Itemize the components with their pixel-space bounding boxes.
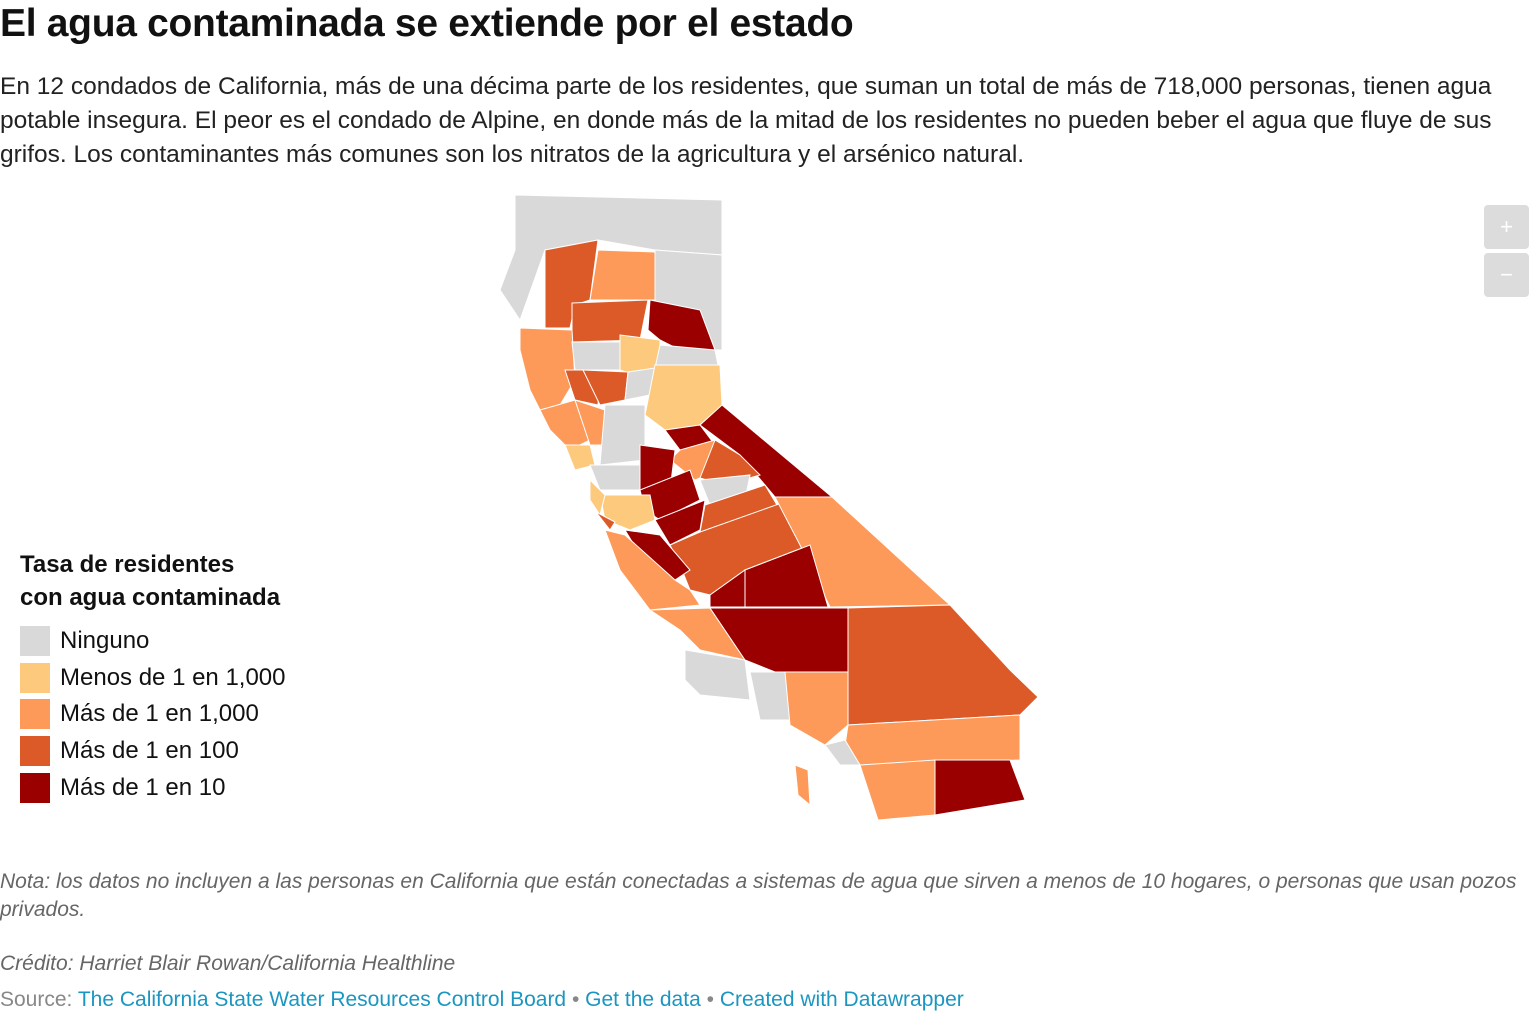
county: [604, 529, 701, 611]
data-link[interactable]: Get the data: [585, 988, 701, 1011]
county: [648, 607, 747, 661]
county: [847, 604, 1039, 726]
legend-title: Tasa de residentes con agua contaminada: [20, 548, 280, 614]
legend-item: Menos de 1 en 1,000: [20, 662, 286, 693]
legend-title-line: Tasa de residentes: [20, 551, 235, 578]
county: [784, 671, 849, 746]
source-line: Source: The California State Water Resou…: [0, 988, 964, 1012]
legend-swatch: [20, 626, 50, 656]
legend-item: Más de 1 en 1,000: [20, 699, 259, 730]
legend-label: Más de 1 en 100: [60, 737, 239, 765]
legend-swatch: [20, 772, 50, 803]
legend-label: Ninguno: [60, 627, 150, 654]
credit: Crédito: Harriet Blair Rowan/California …: [0, 952, 456, 975]
title: El agua contaminada se extiende por el e…: [0, 2, 854, 45]
legend-item: Ninguno: [20, 626, 149, 656]
county: [589, 464, 641, 491]
legend-item: Más de 1 en 10: [20, 772, 226, 803]
county: [595, 511, 616, 531]
legend-label: Menos de 1 en 1,000: [60, 663, 286, 691]
county: [519, 327, 576, 411]
county: [709, 569, 746, 608]
source-link[interactable]: The California State Water Resources Con…: [77, 988, 567, 1011]
note: Nota: los datos no incluyen a las person…: [0, 870, 1517, 921]
county: [859, 759, 936, 821]
county: [934, 759, 1026, 816]
county: [794, 764, 811, 807]
separator: •: [571, 988, 580, 1011]
legend-label: Más de 1 en 10: [60, 773, 226, 801]
county: [589, 249, 656, 301]
zoom-in-button[interactable]: +: [1484, 205, 1529, 249]
legend-swatch: [20, 662, 50, 693]
zoom-out-button[interactable]: −: [1484, 253, 1529, 297]
county: [571, 299, 649, 343]
legend-title-line: con agua contaminada: [20, 584, 281, 611]
source-label: Source:: [0, 988, 73, 1011]
description: En 12 condados de California, más de una…: [0, 73, 1492, 168]
county: [684, 649, 751, 701]
legend-label: Más de 1 en 1,000: [60, 700, 259, 728]
map: [499, 194, 1039, 821]
county: [571, 341, 621, 371]
legend-swatch: [20, 699, 50, 730]
county: [599, 404, 646, 466]
legend-swatch: [20, 736, 50, 767]
separator: •: [706, 988, 714, 1011]
datawrapper-link[interactable]: Created with Datawrapper: [719, 988, 964, 1011]
legend-item: Más de 1 en 100: [20, 736, 239, 767]
